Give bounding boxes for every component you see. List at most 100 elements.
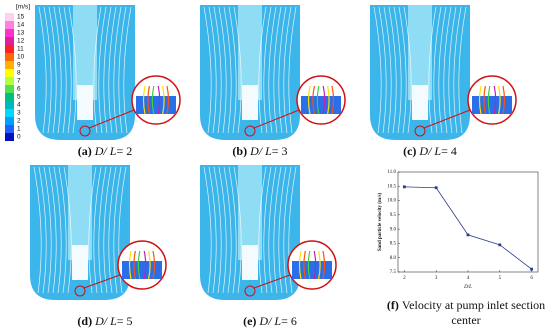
caption-variable: D/ L — [94, 144, 117, 158]
streamline — [48, 6, 57, 134]
caption-tag: (b) — [232, 144, 247, 158]
zoom-leader — [83, 274, 121, 289]
cfd-panel — [35, 5, 181, 140]
colorbar-swatch — [5, 61, 14, 69]
colorbar-tick-label: 0 — [17, 134, 21, 141]
inset-flow — [122, 261, 162, 279]
colorbar-tick-label: 12 — [17, 38, 25, 45]
caption-tag: (d) — [77, 314, 92, 328]
streamline — [213, 166, 222, 294]
streamline — [438, 6, 447, 134]
colorbar-swatch — [5, 69, 14, 77]
pipe-core — [77, 85, 93, 120]
x-tick-label: 5 — [499, 276, 502, 281]
streamline — [38, 6, 47, 134]
caption-variable: D/ L — [258, 314, 281, 328]
colorbar-tick-label: 10 — [17, 54, 25, 61]
caption-variable: D/ L — [94, 314, 117, 328]
colorbar-swatch — [5, 101, 14, 109]
streamline — [208, 166, 217, 294]
streamline — [98, 166, 107, 294]
streamline — [378, 6, 387, 134]
panel-caption: (b) D/ L= 3 — [232, 144, 287, 158]
caption-tag: (f) — [387, 298, 399, 312]
colorbar-tick-label: 8 — [17, 70, 21, 77]
inset-streak — [493, 85, 497, 115]
data-point — [434, 186, 438, 190]
caption-value: = 5 — [117, 314, 133, 328]
streamline — [98, 6, 107, 134]
inset-streak — [313, 250, 317, 280]
caption-tag: (c) — [403, 144, 416, 158]
streamline — [63, 166, 72, 294]
colorbar-unit: [m/s] — [16, 4, 30, 11]
streamline — [218, 6, 227, 134]
colorbar-swatch — [5, 93, 14, 101]
streamline — [258, 166, 267, 294]
inset-streak — [152, 250, 156, 280]
colorbar-tick-label: 13 — [17, 30, 25, 37]
y-tick-label: 8.0 — [390, 256, 397, 261]
colorbar-swatch — [5, 45, 14, 53]
inset-streak — [303, 250, 306, 280]
colorbar-tick-label: 6 — [17, 86, 21, 93]
colorbar-swatch — [5, 109, 14, 117]
streamline — [53, 6, 62, 134]
streamline — [43, 6, 52, 134]
y-tick-label: 9.0 — [390, 227, 397, 232]
streamline — [283, 166, 292, 294]
colorbar-tick-label: 14 — [17, 22, 25, 29]
streamline — [373, 6, 382, 134]
chart-caption: (f) Velocity at pump inlet section — [387, 298, 545, 312]
inset-streak — [162, 85, 165, 115]
colorbar-tick-label: 1 — [17, 126, 21, 133]
cfd-panels: (a) D/ L= 2 (b) D/ L= 3 (c) D/ L= 4(d) D/ L= 5… — [30, 5, 517, 328]
caption-line: Velocity at pump inlet section — [402, 298, 545, 312]
y-axis-label: Sand particle velocity (m/s) — [378, 193, 383, 252]
streamline — [223, 166, 232, 294]
y-tick-label: 9.5 — [390, 213, 397, 218]
panel-caption: (d) D/ L= 5 — [77, 314, 132, 328]
pipe-core — [242, 85, 258, 120]
y-tick-label: 7.5 — [390, 270, 397, 275]
data-point — [530, 267, 534, 271]
zoom-leader — [253, 109, 300, 129]
colorbar-tick-label: 15 — [17, 14, 25, 21]
streamline — [48, 166, 57, 294]
inlet-pipe — [73, 5, 97, 100]
y-tick-label: 10.5 — [387, 184, 396, 189]
inset-streak — [142, 85, 146, 115]
streamline — [273, 6, 282, 134]
colorbar-swatch — [5, 21, 14, 29]
y-tick-label: 11.0 — [387, 170, 396, 175]
cfd-panel — [370, 5, 517, 140]
colorbar-tick-label: 11 — [17, 46, 24, 53]
streamline — [123, 6, 132, 134]
streamline — [433, 6, 442, 134]
streamline — [88, 166, 97, 294]
zoom-leader — [88, 109, 135, 129]
pipe-core — [72, 245, 88, 280]
inset-streak — [147, 85, 150, 115]
caption-tag: (e) — [243, 314, 256, 328]
inset-streak — [322, 250, 326, 280]
x-tick-label: 3 — [435, 276, 438, 281]
streamline — [103, 6, 112, 134]
streamline — [108, 6, 117, 134]
inset-flow — [301, 96, 341, 114]
colorbar-swatch — [5, 85, 14, 93]
streamline — [93, 166, 102, 294]
streamline — [38, 166, 47, 294]
colorbar-swatch — [5, 125, 14, 133]
streamline — [278, 166, 287, 294]
inset-flow — [136, 96, 176, 114]
inset-streak — [307, 250, 311, 280]
streamline — [118, 6, 127, 134]
chart-caption-line: center — [451, 313, 480, 327]
x-tick-label: 6 — [530, 276, 533, 281]
colorbar-tick-label: 4 — [17, 102, 21, 109]
colorbar-tick-label: 2 — [17, 118, 21, 125]
caption-value: = 6 — [281, 314, 297, 328]
inset-flow — [472, 96, 512, 114]
